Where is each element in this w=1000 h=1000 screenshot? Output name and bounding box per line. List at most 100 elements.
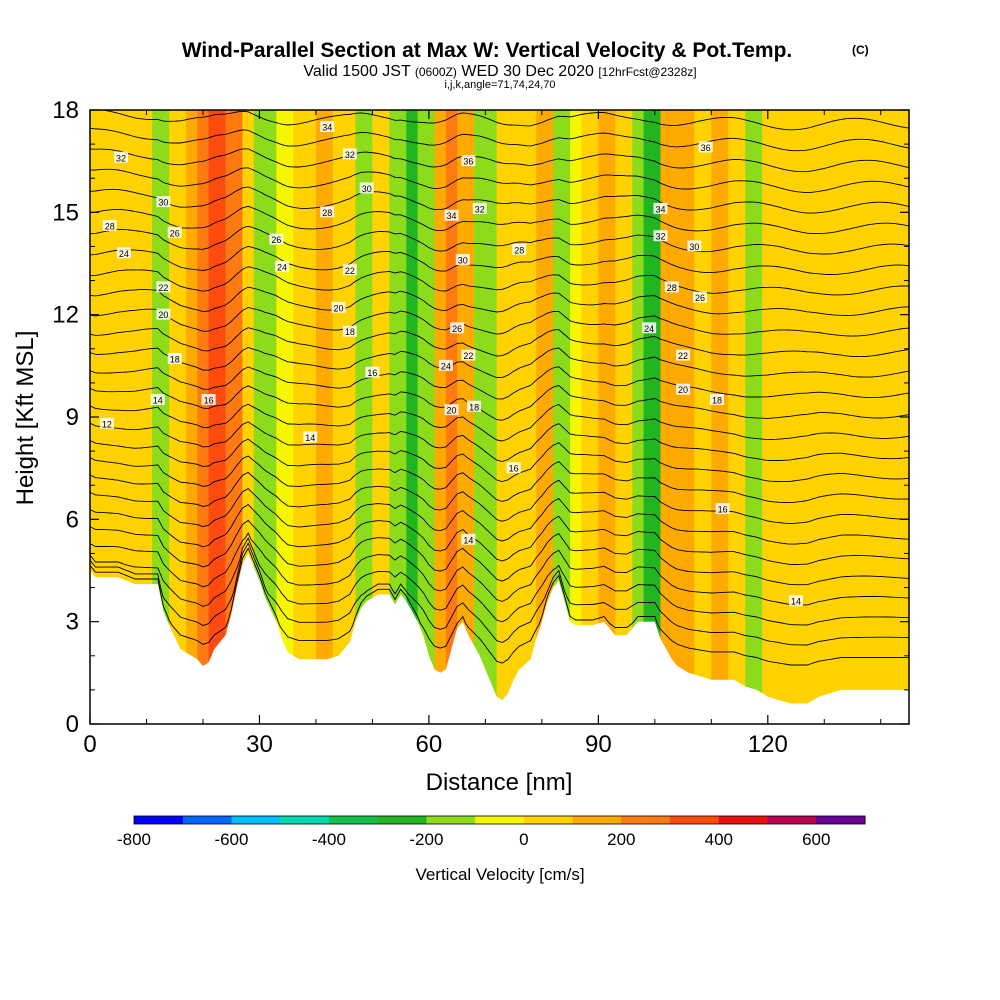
isentrope-label-text: 18	[469, 402, 479, 412]
y-tick-label: 0	[66, 711, 79, 738]
isentrope-label-43: 18	[709, 393, 724, 405]
isentrope-label-38: 28	[664, 281, 679, 293]
isentrope-line-22	[90, 186, 909, 214]
isentrope-label-text: 26	[170, 228, 180, 238]
isentrope-label-3: 26	[167, 226, 182, 238]
isentrope-line-16	[90, 307, 909, 337]
isentrope-line-19	[90, 245, 909, 275]
isentrope-label-text: 20	[446, 406, 456, 416]
terrain	[90, 553, 909, 724]
isentrope-label-text: 14	[305, 433, 315, 443]
colorbar-swatch-8	[523, 816, 574, 824]
isentrope-label-text: 14	[153, 395, 163, 405]
isentrope-lines	[90, 88, 909, 666]
isentrope-label-text: 18	[170, 355, 180, 365]
isentrope-label-text: 34	[655, 204, 665, 214]
isentrope-label-0: 32	[114, 151, 129, 163]
isentrope-label-13: 30	[359, 182, 374, 194]
isentrope-label-text: 30	[362, 184, 372, 194]
vv-band-17	[417, 110, 436, 724]
isentrope-label-21: 14	[303, 431, 318, 443]
isentrope-label-text: 26	[452, 324, 462, 334]
colorbar-swatch-13	[767, 816, 817, 824]
isentrope-label-44: 16	[715, 503, 730, 515]
isentrope-label-23: 34	[444, 209, 459, 221]
vv-band-36	[728, 110, 746, 724]
isentrope-line-21	[90, 205, 909, 234]
isentrope-label-2: 28	[102, 219, 117, 231]
vv-band-1	[152, 110, 170, 724]
isentrope-line-11	[90, 403, 909, 442]
isentrope-line-27	[90, 88, 909, 109]
isentrope-label-text: 22	[678, 351, 688, 361]
isentrope-label-text: 24	[277, 262, 287, 272]
vv-band-40	[824, 110, 859, 724]
y-axis-label: Height [Kft MSL]	[12, 331, 39, 506]
colorbar-swatch-9	[572, 816, 622, 824]
vv-band-29	[615, 110, 633, 724]
isentrope-label-35: 34	[653, 202, 668, 214]
isentrope-line-6	[90, 488, 909, 545]
isentrope-line-7	[90, 471, 909, 524]
isentrope-line-26	[100, 110, 909, 131]
isentrope-label-14: 28	[320, 206, 335, 218]
isentrope-label-text: 16	[509, 464, 519, 474]
isentrope-label-20: 16	[365, 366, 380, 378]
isentrope-label-text: 14	[791, 597, 801, 607]
isentrope-label-text: 22	[463, 351, 473, 361]
isentrope-label-text: 16	[204, 395, 214, 405]
isentrope-label-5: 22	[156, 281, 171, 293]
isentrope-label-text: 34	[322, 123, 332, 133]
plot-area	[90, 88, 909, 724]
chart-subtitle: Valid 1500 JST (0600Z) WED 30 Dec 2020 […	[303, 63, 696, 80]
colorbar-tick-label: 600	[802, 830, 830, 849]
isentrope-label-45: 14	[789, 595, 804, 607]
colorbar-tick-label: -800	[117, 830, 151, 849]
isentrope-label-9: 16	[201, 393, 216, 405]
isentrope-label-28: 24	[438, 359, 453, 371]
isentrope-label-text: 20	[678, 385, 688, 395]
isentrope-label-39: 26	[693, 291, 708, 303]
vv-band-32	[660, 110, 679, 724]
isentrope-label-text: 36	[701, 143, 711, 153]
vv-band-19	[445, 110, 458, 724]
vv-band-25	[553, 110, 571, 724]
isentrope-label-36: 32	[653, 230, 668, 242]
isentrope-label-text: 32	[116, 153, 126, 163]
vv-band-33	[677, 110, 695, 724]
isentrope-label-text: 20	[334, 303, 344, 313]
copyright-mark: (C)	[852, 43, 869, 57]
colorbar-frame	[133, 815, 866, 825]
isentrope-label-text: 36	[463, 157, 473, 167]
vv-band-18	[434, 110, 447, 724]
vv-band-10	[293, 110, 317, 724]
colorbar-swatch-0	[134, 816, 184, 824]
isentrope-line-25	[90, 127, 909, 152]
colorbar-swatch-4	[328, 816, 379, 824]
isentrope-label-text: 24	[644, 324, 654, 334]
x-axis-label: Distance [nm]	[426, 769, 573, 796]
isentrope-label-text: 20	[158, 310, 168, 320]
isentrope-label-text: 12	[102, 419, 112, 429]
colorbar-tick-label: 0	[519, 830, 528, 849]
vv-band-26	[570, 110, 582, 724]
vv-band-35	[711, 110, 729, 724]
colorbar-swatch-12	[718, 816, 769, 824]
subtitle-valid: Valid 1500 JST	[303, 63, 411, 80]
vv-band-23	[519, 110, 537, 724]
isentrope-label-text: 30	[689, 242, 699, 252]
isentrope-label-text: 16	[718, 505, 728, 515]
colorbar-swatch-3	[280, 816, 330, 824]
x-tick-label: 60	[416, 731, 443, 758]
colorbar-swatch-7	[475, 816, 525, 824]
vv-band-16	[406, 110, 419, 724]
y-tick-label: 6	[66, 506, 79, 533]
vv-band-21	[474, 110, 498, 724]
colorbar-swatch-1	[182, 816, 232, 824]
colorbar-tick-label: -600	[214, 830, 248, 849]
colorbar-swatch-11	[670, 816, 720, 824]
isentrope-label-text: 16	[367, 368, 377, 378]
x-tick-label: 30	[246, 731, 273, 758]
x-tick-label: 90	[585, 731, 612, 758]
